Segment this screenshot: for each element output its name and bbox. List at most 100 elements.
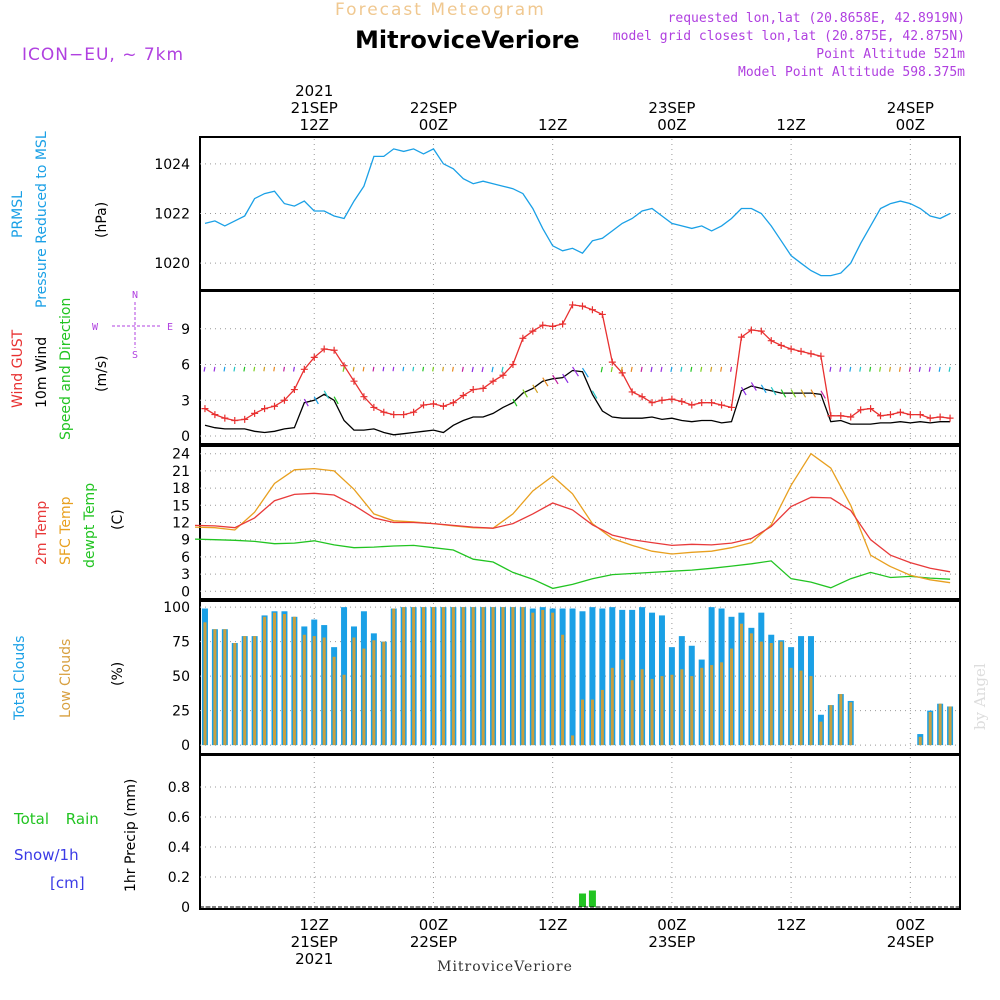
y-tick-label: 12 <box>172 516 190 532</box>
wind-direction-arrow <box>372 366 375 372</box>
low-cloud-bar <box>203 622 207 746</box>
low-cloud-bar <box>491 607 495 746</box>
compass-rose: N W E S <box>92 290 173 361</box>
gust-point <box>519 334 527 342</box>
closest-coords: model grid closest lon,lat (20.875E, 42.… <box>613 29 965 44</box>
y-tick-label: 1020 <box>154 256 190 272</box>
gust-point <box>747 326 755 334</box>
y-tick-label: 0 <box>181 429 190 445</box>
gust-point <box>807 350 815 358</box>
wind-direction-arrow <box>720 366 723 372</box>
gust-point <box>201 405 209 413</box>
low-cloud-bar <box>223 629 227 746</box>
gust-point <box>439 402 447 410</box>
gust-point <box>668 395 676 403</box>
wind-direction-arrow <box>898 366 901 372</box>
wind-direction-arrow <box>442 366 444 372</box>
wind-direction-arrow <box>938 366 941 372</box>
gust-point <box>479 384 487 392</box>
gust-point <box>827 412 835 420</box>
low-cloud-bar <box>302 634 306 746</box>
wind-direction-arrow <box>422 366 425 372</box>
low-cloud-bar <box>561 634 565 746</box>
wind-direction-arrow <box>352 366 355 372</box>
gust-point <box>380 408 388 416</box>
bottom-time-label: 22SEP <box>410 933 457 951</box>
celsius-label: (C) <box>110 509 126 530</box>
top-time-label: 21SEP <box>291 99 338 117</box>
wind-direction-arrow <box>729 366 733 372</box>
wind-direction-arrow <box>263 366 266 372</box>
wind-direction-arrow <box>491 366 494 373</box>
wind-direction-arrow <box>790 389 797 398</box>
gust-point <box>737 333 745 341</box>
gust-point <box>916 411 924 419</box>
gust-point <box>290 386 298 394</box>
wind-direction-arrow <box>292 366 295 372</box>
total-cloud-bar <box>569 608 576 746</box>
y-tick-label: 15 <box>172 498 190 514</box>
subtitle: Forecast Meteogram <box>335 0 546 20</box>
prmsl-label: PRMSL <box>10 191 26 238</box>
low-cloud-bar <box>332 656 336 746</box>
low-cloud-bar <box>253 636 257 746</box>
wind-direction-arrow <box>313 396 319 405</box>
low-cloud-bar <box>650 678 654 746</box>
bottom-time-label: 12Z <box>300 916 329 934</box>
wind-direction-arrow <box>908 366 911 372</box>
wind-direction-arrow <box>839 366 842 372</box>
gust-point <box>837 412 845 420</box>
wind-direction-arrow <box>362 366 365 372</box>
bottom-time-label: 12Z <box>538 916 567 934</box>
cm-label: [cm] <box>50 874 85 892</box>
low-cloud-bar <box>749 633 753 746</box>
wind-direction-arrow <box>552 374 559 385</box>
gust-point <box>449 399 457 407</box>
low-cloud-bar <box>849 702 853 746</box>
wind-direction-arrow <box>869 366 872 372</box>
y-tick-label: 6 <box>181 358 190 374</box>
wind-direction-arrow <box>660 366 663 372</box>
sfc-temp-label: SFC Temp <box>58 496 74 565</box>
wind-direction-arrow <box>879 366 882 372</box>
wind-direction-arrow <box>780 389 787 398</box>
gust-point <box>906 411 914 419</box>
gust-point <box>618 369 626 377</box>
y-tick-label: 0 <box>181 900 190 916</box>
wind-direction-arrow <box>690 366 693 372</box>
low-cloud-bar <box>720 662 724 746</box>
percent-label: (%) <box>110 662 126 686</box>
gust-label: Wind GUST <box>10 329 26 408</box>
wind-direction-arrow <box>650 366 653 373</box>
low-cloud-bar <box>928 711 932 746</box>
low-cloud-bar <box>213 629 217 746</box>
wind-direction-arrow <box>461 366 464 372</box>
hpa-label: (hPa) <box>94 202 110 238</box>
gust-point <box>648 399 656 407</box>
gust-point <box>271 402 279 410</box>
gust-point <box>360 393 368 401</box>
temp2m-line <box>194 492 951 573</box>
low-cloud-bar <box>312 636 316 746</box>
gust-point <box>877 412 885 420</box>
gust-point <box>529 327 537 335</box>
gust-point <box>310 353 318 361</box>
wind-direction-arrow <box>948 366 951 372</box>
temp2m-label: 2m Temp <box>34 501 50 565</box>
low-cloud-bar <box>610 667 614 746</box>
gust-point <box>886 411 894 419</box>
model-label: ICON−EU, ~ 7km <box>22 45 184 65</box>
low-cloud-bar <box>938 703 942 746</box>
wind-direction-arrow <box>888 366 892 372</box>
top-time-label: 00Z <box>657 116 686 134</box>
top-time-label: 23SEP <box>648 99 695 117</box>
gust-point <box>946 414 954 422</box>
low-cloud-bar <box>441 607 445 746</box>
gust-point <box>787 345 795 353</box>
y-tick-label: 3 <box>181 393 190 409</box>
gust-point <box>569 301 577 309</box>
y-tick-label: 1022 <box>154 207 190 223</box>
wind-direction-arrow <box>770 386 777 396</box>
gust-point <box>539 321 547 329</box>
